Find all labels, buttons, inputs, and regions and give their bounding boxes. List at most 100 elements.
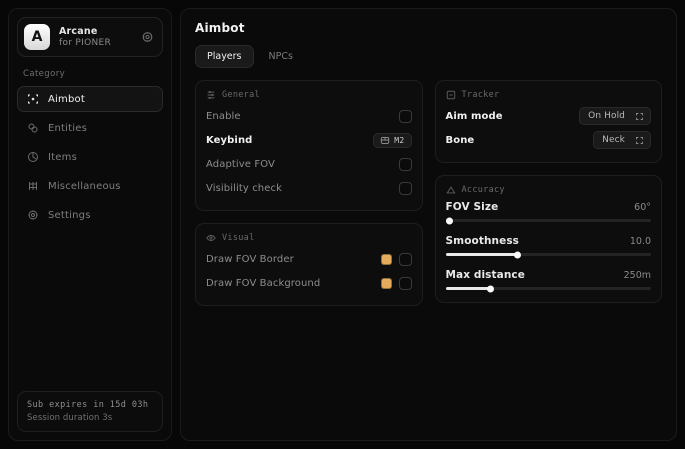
slider-value: 10.0 xyxy=(629,236,651,247)
row-label: Draw FOV Border xyxy=(206,253,294,265)
fov-size-slider-thumb[interactable] xyxy=(446,217,454,224)
triangle-icon xyxy=(445,185,456,195)
row-label: Adaptive FOV xyxy=(206,158,275,170)
visual-card-header: Visual xyxy=(206,233,412,243)
max-distance-slider-track[interactable] xyxy=(445,285,651,292)
app-logo: A xyxy=(24,24,50,50)
tracker-card-title: Tracker xyxy=(461,90,500,100)
row-draw-fov-border: Draw FOV Border xyxy=(206,247,412,271)
keybind-button[interactable]: M2 xyxy=(373,132,412,148)
gear-icon xyxy=(27,209,39,221)
crosshair-icon xyxy=(27,93,39,105)
sidebar-item-label: Miscellaneous xyxy=(48,180,121,192)
sidebar-item-settings[interactable]: Settings xyxy=(17,202,163,228)
general-card: General Enable Keybind xyxy=(195,80,423,211)
smoothness-slider-thumb[interactable] xyxy=(513,251,521,258)
accuracy-card-title: Accuracy xyxy=(461,185,505,195)
main-panel: Aimbot Players NPCs Gene xyxy=(180,8,677,441)
brand-subtitle: for PIONER xyxy=(59,38,112,48)
row-draw-fov-background: Draw FOV Background xyxy=(206,271,412,295)
accuracy-card: Accuracy FOV Size 60° xyxy=(434,175,662,303)
row-keybind: Keybind M2 xyxy=(206,128,412,152)
row-enable: Enable xyxy=(206,104,412,128)
sidebar-spacer xyxy=(17,228,163,391)
row-label: Draw FOV Background xyxy=(206,277,321,289)
slider-header: FOV Size 60° xyxy=(446,201,652,213)
row-label: Aim mode xyxy=(445,110,503,122)
sidebar: A Arcane for PIONER Category Ai xyxy=(8,8,172,441)
settings-columns: General Enable Keybind xyxy=(195,80,662,306)
draw-fov-border-checkbox[interactable] xyxy=(398,252,412,266)
accuracy-card-header: Accuracy xyxy=(445,185,652,195)
slider-header: Max distance 250m xyxy=(446,269,652,281)
visual-card: Visual Draw FOV Border Draw FOV Backgrou… xyxy=(195,223,423,306)
sidebar-nav: Aimbot Entities Items xyxy=(17,86,163,228)
row-label: Keybind xyxy=(206,134,253,146)
gear-icon[interactable] xyxy=(141,31,154,44)
left-column: General Enable Keybind xyxy=(195,80,423,306)
enable-checkbox[interactable] xyxy=(398,109,412,123)
expand-icon xyxy=(635,136,644,145)
aim-mode-value: On Hold xyxy=(588,111,625,121)
fov-background-color-swatch[interactable] xyxy=(380,277,392,289)
row-label: Bone xyxy=(445,134,475,146)
visibility-check-checkbox[interactable] xyxy=(398,181,412,195)
visual-card-title: Visual xyxy=(222,233,255,243)
target-box-icon xyxy=(446,90,456,100)
eye-icon xyxy=(206,233,216,243)
slider-value: 250m xyxy=(623,270,651,281)
bone-dropdown[interactable]: Neck xyxy=(593,131,651,149)
session-duration-text: Session duration 3s xyxy=(27,413,113,423)
max-distance-slider-thumb[interactable] xyxy=(487,285,495,292)
tab-bar: Players NPCs xyxy=(195,45,662,68)
bone-value: Neck xyxy=(602,135,625,145)
aim-mode-dropdown[interactable]: On Hold xyxy=(579,107,651,125)
slider-label: Smoothness xyxy=(445,235,520,247)
tab-npcs[interactable]: NPCs xyxy=(268,51,293,62)
row-controls xyxy=(380,252,412,266)
sidebar-item-entities[interactable]: Entities xyxy=(17,115,163,141)
row-controls xyxy=(380,276,412,290)
brand-text: Arcane for PIONER xyxy=(59,26,111,48)
right-column: Tracker Aim mode On Hold xyxy=(434,80,662,303)
general-card-header: General xyxy=(206,90,412,100)
slider-smoothness: Smoothness 10.0 xyxy=(445,233,651,258)
expand-icon xyxy=(635,112,644,121)
tracker-card-header: Tracker xyxy=(446,90,652,100)
row-visibility-check: Visibility check xyxy=(206,176,412,200)
row-adaptive-fov: Adaptive FOV xyxy=(206,152,412,176)
page-title: Aimbot xyxy=(195,21,245,35)
slider-fill xyxy=(445,287,491,290)
items-icon xyxy=(27,151,39,163)
brand-card[interactable]: A Arcane for PIONER xyxy=(17,17,163,57)
keybind-value: M2 xyxy=(394,135,405,145)
draw-fov-background-checkbox[interactable] xyxy=(398,276,412,290)
row-label: Visibility check xyxy=(206,182,282,194)
row-bone: Bone Neck xyxy=(445,128,651,152)
row-aim-mode: Aim mode On Hold xyxy=(445,104,651,128)
fov-border-color-swatch[interactable] xyxy=(380,253,392,265)
entities-icon xyxy=(27,122,39,134)
slider-label: FOV Size xyxy=(445,201,499,213)
tab-players[interactable]: Players xyxy=(195,45,254,68)
slider-fov-size: FOV Size 60° xyxy=(445,199,652,224)
tracker-card: Tracker Aim mode On Hold xyxy=(434,80,662,163)
sidebar-item-miscellaneous[interactable]: Miscellaneous xyxy=(17,173,163,199)
grid-icon xyxy=(27,180,39,192)
adaptive-fov-checkbox[interactable] xyxy=(398,157,412,171)
brand-title: Arcane xyxy=(59,26,98,37)
slider-value: 60° xyxy=(634,202,651,213)
sliders-icon xyxy=(206,90,216,100)
general-card-title: General xyxy=(222,90,260,100)
sidebar-item-label: Entities xyxy=(48,122,88,134)
smoothness-slider-track[interactable] xyxy=(445,251,651,258)
category-label: Category xyxy=(23,69,66,79)
sidebar-item-items[interactable]: Items xyxy=(17,144,163,170)
slider-label: Max distance xyxy=(445,269,525,281)
sidebar-item-label: Aimbot xyxy=(48,93,85,105)
sub-expiry-text: Sub expires in 15d 03h xyxy=(27,400,149,410)
slider-max-distance: Max distance 250m xyxy=(445,267,652,292)
sidebar-item-aimbot[interactable]: Aimbot xyxy=(17,86,163,112)
fov-size-slider-track[interactable] xyxy=(445,217,651,224)
